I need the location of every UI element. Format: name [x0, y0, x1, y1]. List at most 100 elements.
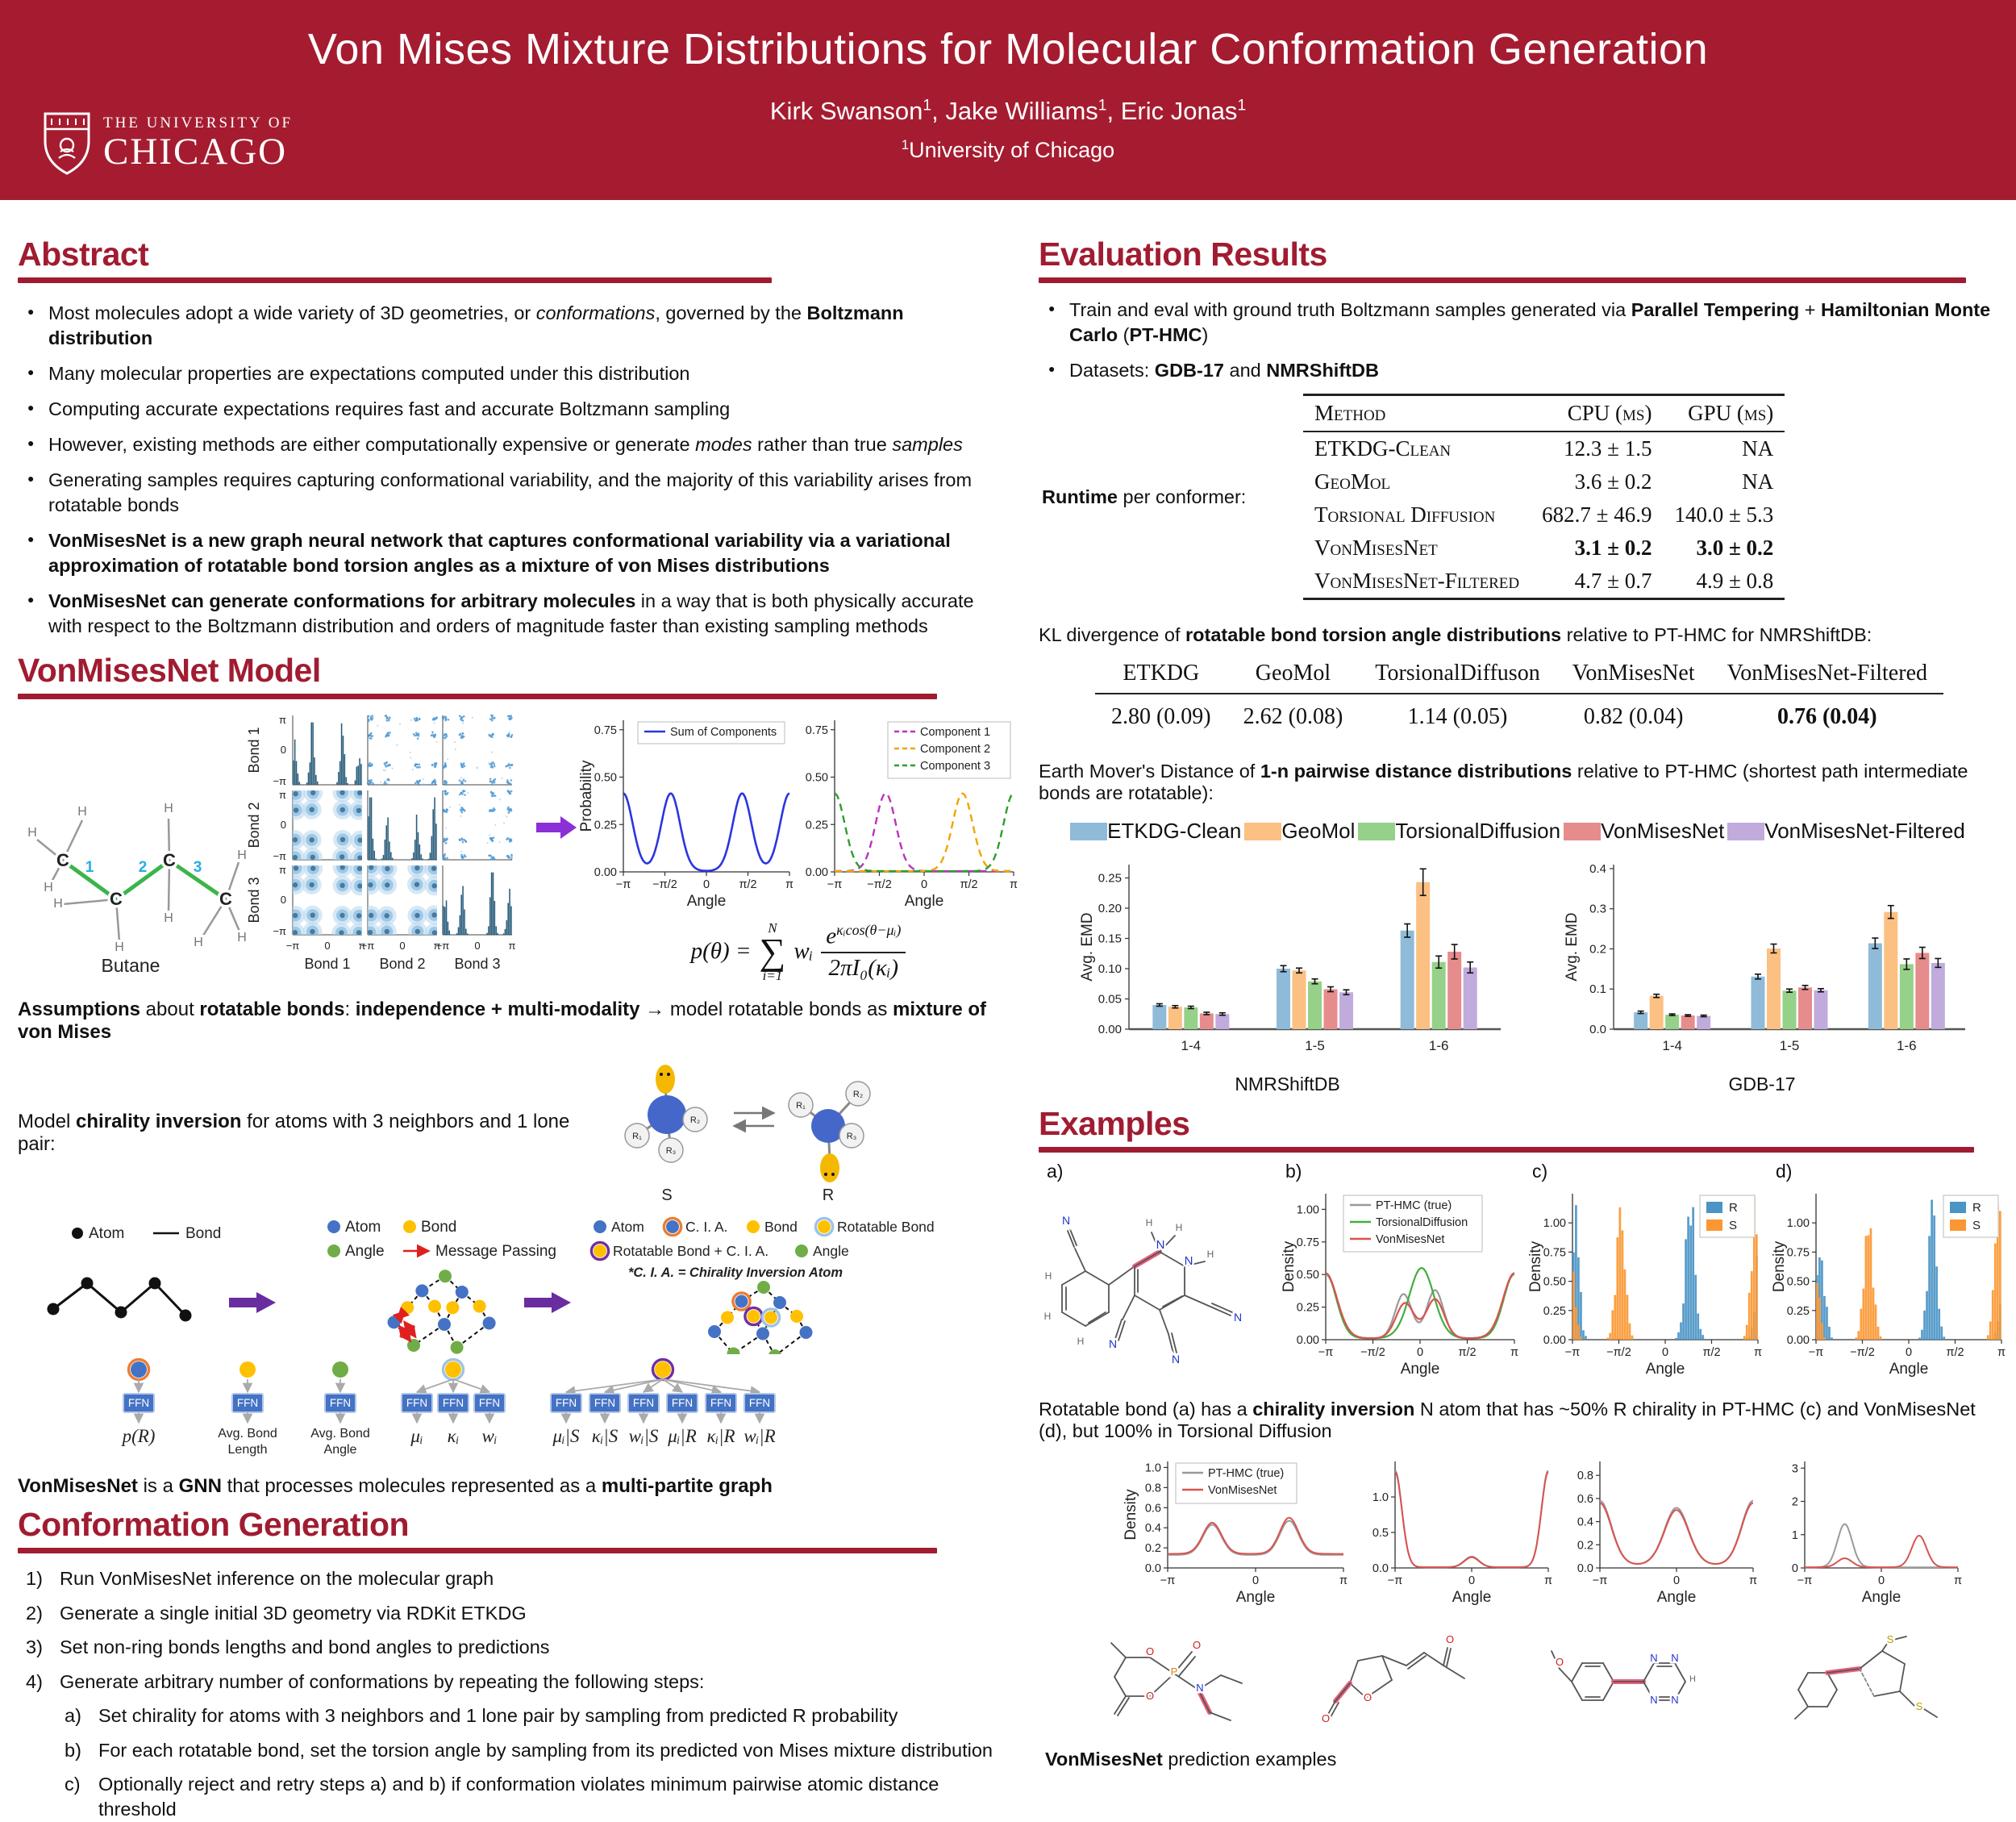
- model-figure-row: C C C C H H H H H H H H H H 1 2 3 Butane π 0 −π Bond 1 π 0 −π Bo…: [18, 711, 1018, 986]
- evaluation-bullets: ● Train and eval with ground truth Boltzm…: [1045, 298, 2000, 383]
- svg-text:Bond 1: Bond 1: [304, 956, 350, 970]
- uchicago-logo: THE UNIVERSITY OF CHICAGO: [42, 111, 293, 176]
- svg-text:N: N: [1172, 1353, 1180, 1365]
- svg-text:0.25: 0.25: [1098, 872, 1122, 886]
- svg-text:Bond 1: Bond 1: [248, 728, 262, 773]
- svg-text:1-4: 1-4: [1181, 1038, 1202, 1053]
- svg-text:N: N: [1234, 1311, 1242, 1324]
- svg-text:H: H: [53, 897, 63, 911]
- svg-text:0.05: 0.05: [1098, 993, 1122, 1007]
- chart-bd-0: 0.0 0.2 0.4 0.6 0.8 1.0 −π 0 π Angle Density PT-HMC…: [1116, 1452, 1348, 1614]
- svg-text:0: 0: [281, 819, 286, 831]
- fig-mol-2: O N N N N H: [1548, 1633, 1750, 1734]
- legend-label: ETKDG-Clean: [1107, 819, 1242, 844]
- svg-text:Bond 2: Bond 2: [248, 803, 262, 848]
- svg-text:H: H: [164, 911, 173, 925]
- svg-text:Density: Density: [1527, 1240, 1544, 1292]
- svg-text:N: N: [1671, 1652, 1678, 1664]
- conformation-list: 1) Run VonMisesNet inference on the molec…: [26, 1566, 998, 1821]
- evaluation-heading: Evaluation Results: [1039, 236, 1327, 273]
- svg-text:0.8: 0.8: [1577, 1470, 1593, 1482]
- svg-text:wᵢ|S: wᵢ|S: [629, 1426, 659, 1446]
- examples-panels: a) N N N N N N H H H H H H b) 0.00 0.25 0.50 0.75 1.00 −π −…: [1039, 1161, 2006, 1386]
- svg-text:FFN: FFN: [330, 1397, 351, 1409]
- emd-gdb-caption: GDB-17: [1728, 1074, 1796, 1095]
- svg-text:Density: Density: [1281, 1240, 1297, 1292]
- svg-text:S: S: [1887, 1633, 1894, 1645]
- svg-text:C. I. A.: C. I. A.: [685, 1219, 728, 1235]
- svg-text:0.25: 0.25: [594, 819, 617, 832]
- svg-text:C: C: [219, 889, 232, 909]
- svg-text:Rotatable Bond + C. I. A.: Rotatable Bond + C. I. A.: [613, 1243, 768, 1259]
- evaluation-bullet: ● Train and eval with ground truth Boltzm…: [1048, 299, 1991, 346]
- legend-swatch: [1564, 822, 1602, 840]
- svg-text:wᵢ|R: wᵢ|R: [744, 1426, 775, 1446]
- runtime-row: VonMisesNet 3.1 ± 0.2 3.0 ± 0.2: [1314, 536, 1774, 561]
- svg-text:R: R: [1729, 1201, 1738, 1215]
- assumptions-line: Assumptions about rotatable bonds: indep…: [18, 999, 987, 1044]
- svg-text:H: H: [1045, 1270, 1052, 1282]
- legend-label: VonMisesNet: [1601, 819, 1725, 844]
- svg-text:PT-HMC (true): PT-HMC (true): [1208, 1467, 1284, 1480]
- mixture-charts: 0.00 0.25 0.50 0.75 −π −π/2 0 π/2 π Angle Probabil…: [578, 711, 1018, 982]
- svg-text:0: 0: [1417, 1346, 1423, 1359]
- runtime-row: Torsional Diffusion 682.7 ± 46.9 140.0 ± 5…: [1314, 502, 1774, 527]
- svg-text:0.20: 0.20: [1098, 902, 1122, 915]
- svg-text:Angle: Angle: [345, 1243, 385, 1260]
- chart-prob-sum: 0.00 0.25 0.50 0.75 −π −π/2 0 π/2 π Angle Probabil…: [578, 711, 794, 918]
- svg-text:Sum of Components: Sum of Components: [670, 726, 777, 739]
- svg-text:0.00: 0.00: [1098, 1023, 1122, 1036]
- svg-text:−π: −π: [1318, 1346, 1333, 1359]
- poster-body: Abstract ● Most molecules adopt a wide va…: [0, 200, 2016, 1820]
- uchicago-shield-icon: [44, 112, 90, 175]
- svg-text:2: 2: [139, 859, 148, 876]
- svg-text:−π: −π: [1797, 1574, 1812, 1587]
- svg-text:−π: −π: [1593, 1574, 1607, 1587]
- svg-text:−π: −π: [1160, 1574, 1175, 1587]
- conf-step: 1) Run VonMisesNet inference on the molec…: [26, 1568, 494, 1590]
- svg-text:−π: −π: [1809, 1346, 1823, 1359]
- conf-substep: a) Set chirality for atoms with 3 neighbo…: [65, 1705, 898, 1727]
- svg-text:π: π: [1754, 1346, 1762, 1359]
- emd-legend: ETKDG-Clean GeoMol TorsionalDiffusion VonMi…: [1039, 819, 2000, 844]
- svg-text:0.75: 0.75: [1787, 1246, 1810, 1259]
- svg-text:0.4: 0.4: [1577, 1516, 1593, 1529]
- conf-step: 4) Generate arbitrary number of conformat…: [26, 1670, 705, 1692]
- svg-text:−π/2: −π/2: [1850, 1346, 1875, 1359]
- svg-text:C: C: [163, 850, 176, 870]
- conformation-rule: [18, 1548, 937, 1554]
- affiliation: 1University of Chicago: [901, 137, 1115, 162]
- svg-text:H: H: [194, 936, 203, 949]
- svg-text:0: 0: [281, 894, 286, 906]
- svg-text:π: π: [1010, 878, 1018, 891]
- svg-text:−π: −π: [361, 940, 375, 952]
- svg-text:1: 1: [1792, 1529, 1798, 1542]
- svg-text:0.75: 0.75: [1543, 1246, 1566, 1259]
- chart-emd-nmr: 0.00 0.05 0.10 0.15 0.20 0.25 Avg. EMD 1-4 1-5 1-…: [1068, 852, 1507, 1070]
- svg-text:Angle: Angle: [1889, 1361, 1929, 1378]
- svg-text:0.25: 0.25: [1543, 1305, 1566, 1318]
- legend-label: TorsionalDiffusion: [1395, 819, 1561, 844]
- abstract-bullet: ● VonMisesNet is a new graph neural netwo…: [27, 530, 951, 577]
- svg-text:−π: −π: [273, 850, 286, 862]
- svg-text:Avg. EMD: Avg. EMD: [1564, 912, 1581, 981]
- svg-text:0.00: 0.00: [1543, 1334, 1566, 1347]
- svg-text:0.6: 0.6: [1145, 1502, 1161, 1515]
- legend-label: VonMisesNet-Filtered: [1764, 819, 1965, 844]
- left-column: Abstract ● Most molecules adopt a wide va…: [0, 200, 1018, 1820]
- svg-text:0.00: 0.00: [1787, 1334, 1810, 1347]
- runtime-row: GeoMol 3.6 ± 0.2 NA: [1314, 469, 1774, 494]
- svg-text:π: π: [1544, 1574, 1552, 1587]
- svg-text:0.3: 0.3: [1589, 903, 1606, 916]
- legend-label: GeoMol: [1281, 819, 1356, 844]
- chart-ex-c: 0.00 0.25 0.50 0.75 1.00 −π −π/2 0 π/2 π Angle Dens…: [1524, 1184, 1763, 1386]
- svg-text:Length: Length: [228, 1443, 268, 1457]
- svg-text:0.75: 0.75: [1297, 1236, 1319, 1249]
- svg-text:μᵢ: μᵢ: [410, 1426, 423, 1446]
- svg-text:O: O: [1556, 1656, 1564, 1668]
- formula-lhs: p(θ) =: [690, 938, 752, 965]
- svg-text:0.50: 0.50: [1543, 1276, 1566, 1289]
- svg-text:P: P: [1171, 1666, 1178, 1678]
- svg-text:O: O: [1146, 1645, 1154, 1657]
